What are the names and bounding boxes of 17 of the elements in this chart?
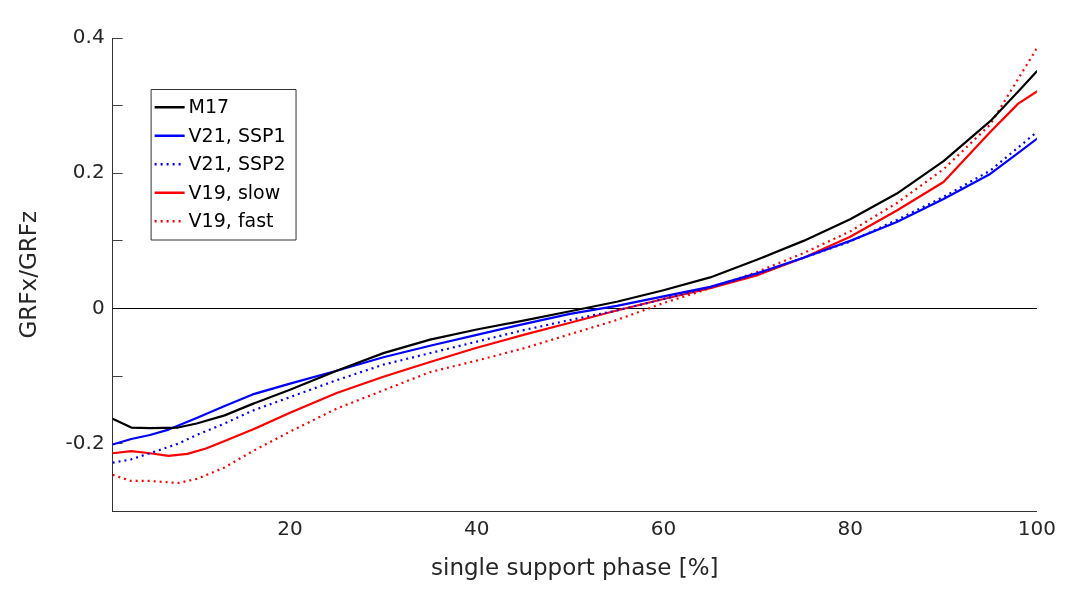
- x-tick-label: 40: [464, 515, 490, 540]
- x-axis-title: single support phase [%]: [430, 554, 719, 581]
- x-tick-label: 100: [1017, 515, 1057, 540]
- x-tick-label: 20: [277, 515, 303, 540]
- legend-label: M17: [188, 95, 230, 118]
- y-tick-label: -0.2: [65, 429, 105, 454]
- legend-label: V21, SSP1: [188, 123, 286, 146]
- legend-label: V21, SSP2: [188, 152, 286, 175]
- y-axis-title: GRFx/GRFz: [14, 210, 41, 339]
- legend-label: V19, slow: [188, 180, 281, 203]
- x-tick-label: 60: [650, 515, 677, 540]
- x-tick-label: 80: [837, 515, 863, 540]
- legend-label: V19, fast: [188, 209, 274, 232]
- y-tick-label: 0.2: [72, 159, 105, 184]
- y-tick-label: 0.4: [72, 24, 105, 49]
- line-series: [112, 47, 1037, 485]
- y-tick-label: 0: [91, 294, 105, 319]
